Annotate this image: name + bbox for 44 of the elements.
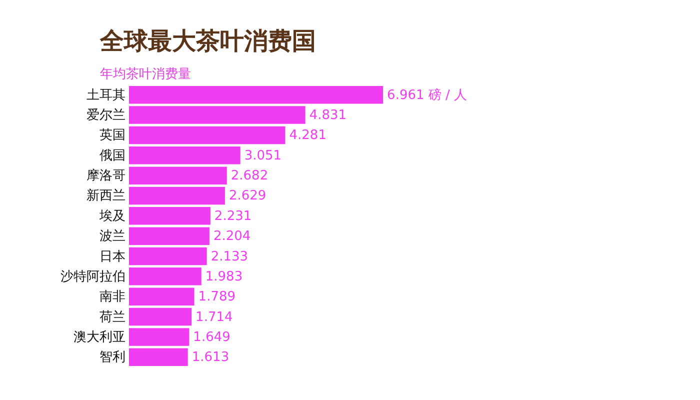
y-tick-label: 智利 [100,350,126,366]
data-label: 2.629 [228,188,266,204]
bar [129,146,240,164]
y-tick-label: 沙特阿拉伯 [60,269,126,284]
data-label: 1.613 [192,350,230,366]
bar [129,247,207,266]
bar [129,308,192,326]
y-tick-label: 日本 [100,249,126,264]
chart-title: 全球最大茶叶消费国 [99,27,316,55]
data-label: 1.714 [196,310,233,325]
bar [129,186,225,205]
data-label: 3.051 [244,148,282,164]
y-tick-label: 英国 [100,128,126,144]
bar [129,288,194,306]
data-label: 4.281 [289,128,326,144]
y-tick-label: 埃及 [98,208,126,224]
chart-subtitle: 年均茶叶消费量 [100,67,191,82]
y-tick-label: 新西兰 [86,188,126,204]
y-tick-label: 南非 [100,290,126,305]
y-tick-label: 摩洛哥 [86,168,126,184]
data-label: 1.983 [205,269,243,284]
data-label: 6.961 磅 / 人 [387,88,468,103]
data-label: 1.649 [193,330,230,345]
y-tick-label: 爱尔兰 [86,108,126,124]
y-tick-label: 俄国 [100,148,126,164]
bar [129,348,188,366]
bar [129,106,306,124]
bar [129,166,227,184]
bar [129,227,210,245]
data-label: 2.682 [230,168,268,184]
bar [129,207,210,225]
data-label: 2.231 [214,208,252,224]
bar [129,328,190,346]
y-tick-label: 波兰 [100,229,126,244]
y-tick-label: 澳大利亚 [74,330,126,345]
data-label: 1.789 [198,290,236,305]
data-label: 2.204 [213,229,251,244]
bar [129,126,286,144]
y-tick-label: 荷兰 [100,310,126,325]
data-label: 4.831 [309,108,347,124]
data-label: 2.133 [210,249,248,264]
bar [129,268,202,286]
y-tick-label: 土耳其 [86,88,126,103]
bar [129,86,384,104]
